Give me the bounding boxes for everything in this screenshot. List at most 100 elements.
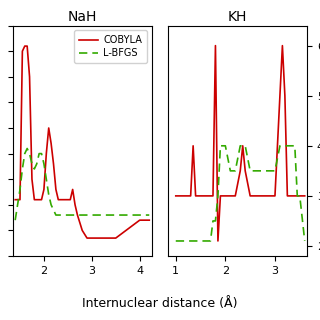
- COBYLA: [64, 198, 68, 202]
- COBYLA: [42, 188, 46, 191]
- Line: COBYLA: COBYLA: [176, 46, 305, 241]
- COBYLA: [196, 194, 200, 198]
- COBYLA: [303, 194, 307, 198]
- COBYLA: [30, 177, 34, 181]
- L-BFGS: [248, 169, 252, 173]
- Legend: COBYLA, L-BFGS: COBYLA, L-BFGS: [74, 30, 147, 63]
- COBYLA: [283, 94, 287, 98]
- L-BFGS: [35, 162, 39, 166]
- L-BFGS: [288, 144, 292, 148]
- L-BFGS: [228, 169, 232, 173]
- L-BFGS: [30, 162, 34, 166]
- L-BFGS: [32, 167, 36, 171]
- COBYLA: [35, 198, 39, 202]
- COBYLA: [209, 194, 212, 198]
- L-BFGS: [295, 194, 299, 198]
- COBYLA: [258, 194, 262, 198]
- L-BFGS: [243, 144, 247, 148]
- L-BFGS: [303, 239, 307, 243]
- COBYLA: [263, 194, 267, 198]
- Line: L-BFGS: L-BFGS: [176, 146, 305, 241]
- L-BFGS: [85, 213, 89, 217]
- COBYLA: [44, 152, 48, 156]
- COBYLA: [90, 236, 94, 240]
- L-BFGS: [184, 239, 188, 243]
- L-BFGS: [13, 218, 17, 222]
- COBYLA: [56, 198, 60, 202]
- COBYLA: [253, 194, 257, 198]
- L-BFGS: [253, 169, 257, 173]
- COBYLA: [213, 44, 217, 48]
- L-BFGS: [56, 213, 60, 217]
- L-BFGS: [199, 239, 203, 243]
- L-BFGS: [189, 239, 193, 243]
- L-BFGS: [20, 167, 24, 171]
- COBYLA: [23, 44, 27, 48]
- L-BFGS: [278, 144, 282, 148]
- Title: KH: KH: [228, 11, 247, 24]
- COBYLA: [221, 194, 225, 198]
- COBYLA: [73, 203, 77, 207]
- COBYLA: [238, 169, 242, 173]
- L-BFGS: [37, 152, 41, 156]
- L-BFGS: [209, 239, 212, 243]
- L-BFGS: [49, 203, 53, 207]
- L-BFGS: [223, 144, 227, 148]
- L-BFGS: [263, 169, 267, 173]
- L-BFGS: [219, 144, 222, 148]
- COBYLA: [295, 194, 299, 198]
- L-BFGS: [174, 239, 178, 243]
- L-BFGS: [298, 194, 302, 198]
- L-BFGS: [42, 162, 46, 166]
- L-BFGS: [211, 219, 215, 223]
- COBYLA: [66, 198, 70, 202]
- L-BFGS: [59, 213, 63, 217]
- L-BFGS: [147, 213, 151, 217]
- COBYLA: [223, 194, 227, 198]
- L-BFGS: [204, 239, 207, 243]
- L-BFGS: [25, 147, 29, 150]
- L-BFGS: [90, 213, 94, 217]
- COBYLA: [147, 218, 151, 222]
- COBYLA: [13, 198, 17, 202]
- L-BFGS: [216, 194, 220, 198]
- Line: L-BFGS: L-BFGS: [15, 148, 149, 220]
- L-BFGS: [273, 169, 277, 173]
- COBYLA: [49, 141, 53, 145]
- COBYLA: [291, 194, 294, 198]
- COBYLA: [199, 194, 203, 198]
- COBYLA: [174, 194, 178, 198]
- L-BFGS: [293, 144, 297, 148]
- COBYLA: [179, 194, 183, 198]
- COBYLA: [189, 194, 193, 198]
- COBYLA: [71, 188, 75, 191]
- L-BFGS: [18, 188, 22, 191]
- COBYLA: [37, 198, 41, 202]
- COBYLA: [28, 75, 31, 79]
- COBYLA: [298, 194, 302, 198]
- COBYLA: [114, 236, 118, 240]
- Text: Internuclear distance (Å): Internuclear distance (Å): [82, 298, 238, 310]
- COBYLA: [228, 194, 232, 198]
- L-BFGS: [61, 213, 65, 217]
- COBYLA: [243, 169, 247, 173]
- COBYLA: [47, 126, 51, 130]
- COBYLA: [25, 44, 29, 48]
- COBYLA: [85, 236, 89, 240]
- COBYLA: [59, 198, 63, 202]
- L-BFGS: [283, 144, 287, 148]
- COBYLA: [76, 213, 79, 217]
- L-BFGS: [233, 169, 237, 173]
- COBYLA: [278, 94, 282, 98]
- COBYLA: [191, 144, 195, 148]
- L-BFGS: [40, 152, 44, 156]
- L-BFGS: [47, 193, 51, 196]
- COBYLA: [226, 194, 230, 198]
- L-BFGS: [28, 152, 31, 156]
- L-BFGS: [80, 213, 84, 217]
- COBYLA: [211, 194, 215, 198]
- L-BFGS: [258, 169, 262, 173]
- COBYLA: [273, 194, 277, 198]
- L-BFGS: [194, 239, 197, 243]
- COBYLA: [268, 194, 272, 198]
